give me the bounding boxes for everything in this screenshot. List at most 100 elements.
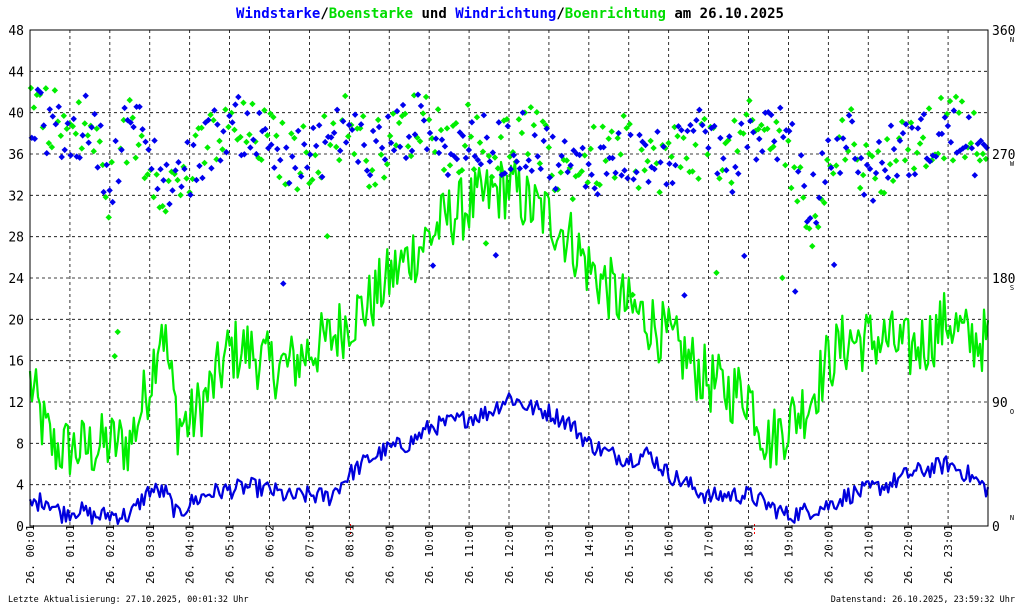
- dir-point: [300, 123, 307, 130]
- dir-point: [914, 125, 922, 132]
- dir-point: [187, 191, 194, 199]
- dir-point: [651, 165, 658, 173]
- dir-point: [611, 174, 618, 181]
- dir-point: [420, 117, 428, 124]
- dir-point: [922, 163, 930, 170]
- dir-point: [776, 127, 783, 134]
- dir-point: [824, 137, 832, 144]
- dir-point: [435, 149, 443, 157]
- dir-point: [904, 146, 912, 153]
- dir-point: [726, 133, 733, 140]
- dir-point: [626, 120, 633, 128]
- dir-point: [788, 184, 795, 192]
- dir-point: [683, 155, 690, 162]
- dir-point: [172, 167, 179, 174]
- dir-point: [154, 185, 161, 193]
- dir-point: [509, 149, 517, 156]
- dir-point: [570, 147, 577, 154]
- dir-point: [485, 152, 493, 160]
- dir-point: [874, 148, 882, 155]
- dir-point: [202, 119, 209, 126]
- dir-point: [803, 218, 811, 225]
- dir-point: [617, 151, 624, 158]
- dir-point: [483, 134, 491, 141]
- dir-point: [920, 111, 928, 118]
- dir-point: [252, 138, 259, 145]
- dir-point: [653, 160, 660, 167]
- dir-point: [765, 108, 772, 116]
- dir-point: [812, 212, 819, 220]
- dir-point: [58, 153, 65, 161]
- dir-point: [277, 156, 284, 164]
- dir-point: [836, 169, 844, 177]
- dir-point: [851, 155, 859, 163]
- dir-point: [970, 109, 978, 116]
- dir-point: [220, 128, 227, 135]
- dir-point: [386, 132, 394, 140]
- dir-point: [453, 155, 461, 163]
- dir-point: [377, 151, 385, 158]
- dir-point: [434, 106, 442, 113]
- dir-point: [440, 166, 448, 174]
- dir-point: [261, 107, 268, 114]
- dir-point: [866, 165, 874, 173]
- dir-point: [575, 171, 582, 179]
- dir-point: [660, 143, 667, 150]
- x-tick-11: 26. 11:01: [463, 524, 476, 584]
- compass-N-360: N: [1010, 36, 1014, 44]
- dir-point: [497, 133, 505, 141]
- dir-point: [671, 123, 678, 131]
- plot-frame: [29, 29, 989, 527]
- dir-point: [746, 97, 753, 104]
- dir-point: [803, 223, 810, 231]
- dir-point: [947, 139, 955, 146]
- dir-point: [310, 124, 317, 132]
- dir-point: [126, 96, 133, 104]
- dir-point: [878, 159, 886, 166]
- x-tick-20: 26. 20:01: [822, 524, 835, 584]
- dir-point: [217, 157, 224, 164]
- dir-point: [786, 127, 793, 135]
- dir-point: [491, 154, 499, 161]
- dir-point: [732, 163, 739, 171]
- dir-point: [193, 176, 200, 184]
- left-tick-0: 0: [16, 520, 24, 535]
- dir-point: [422, 93, 430, 101]
- dir-point: [136, 103, 143, 110]
- dir-point: [273, 132, 280, 139]
- x-tick-4: 26. 04:01: [184, 524, 197, 584]
- dir-point: [471, 153, 479, 160]
- dir-point: [594, 191, 601, 198]
- dir-point: [244, 110, 251, 117]
- dir-point: [366, 171, 374, 179]
- dir-point: [159, 202, 166, 210]
- dir-point: [342, 92, 349, 100]
- dir-point: [250, 136, 257, 143]
- dir-point: [720, 155, 727, 162]
- dir-point: [354, 158, 362, 166]
- dir-point: [510, 151, 517, 159]
- dir-point: [477, 160, 485, 168]
- dir-point: [291, 134, 298, 142]
- x-tick-12: 26. 12:01: [503, 524, 516, 584]
- dir-point: [847, 106, 855, 113]
- dir-point: [545, 144, 553, 151]
- x-tick-18: 26. 18:01: [743, 524, 756, 584]
- dir-point: [910, 165, 918, 172]
- dir-point: [96, 138, 103, 145]
- dir-point: [232, 101, 239, 108]
- dir-point: [446, 162, 454, 169]
- dir-point: [648, 163, 655, 171]
- dir-point: [759, 148, 766, 155]
- dir-point: [950, 107, 958, 114]
- dir-point: [141, 174, 148, 182]
- gust-direction-points: [27, 84, 990, 360]
- dir-point: [913, 149, 921, 156]
- dir-point: [205, 116, 212, 124]
- dir-point: [190, 141, 197, 149]
- dir-point: [636, 131, 643, 139]
- dir-point: [563, 157, 570, 164]
- dir-point: [40, 122, 47, 129]
- x-tick-0: 26. 00:01: [24, 524, 37, 584]
- dir-point: [591, 185, 598, 192]
